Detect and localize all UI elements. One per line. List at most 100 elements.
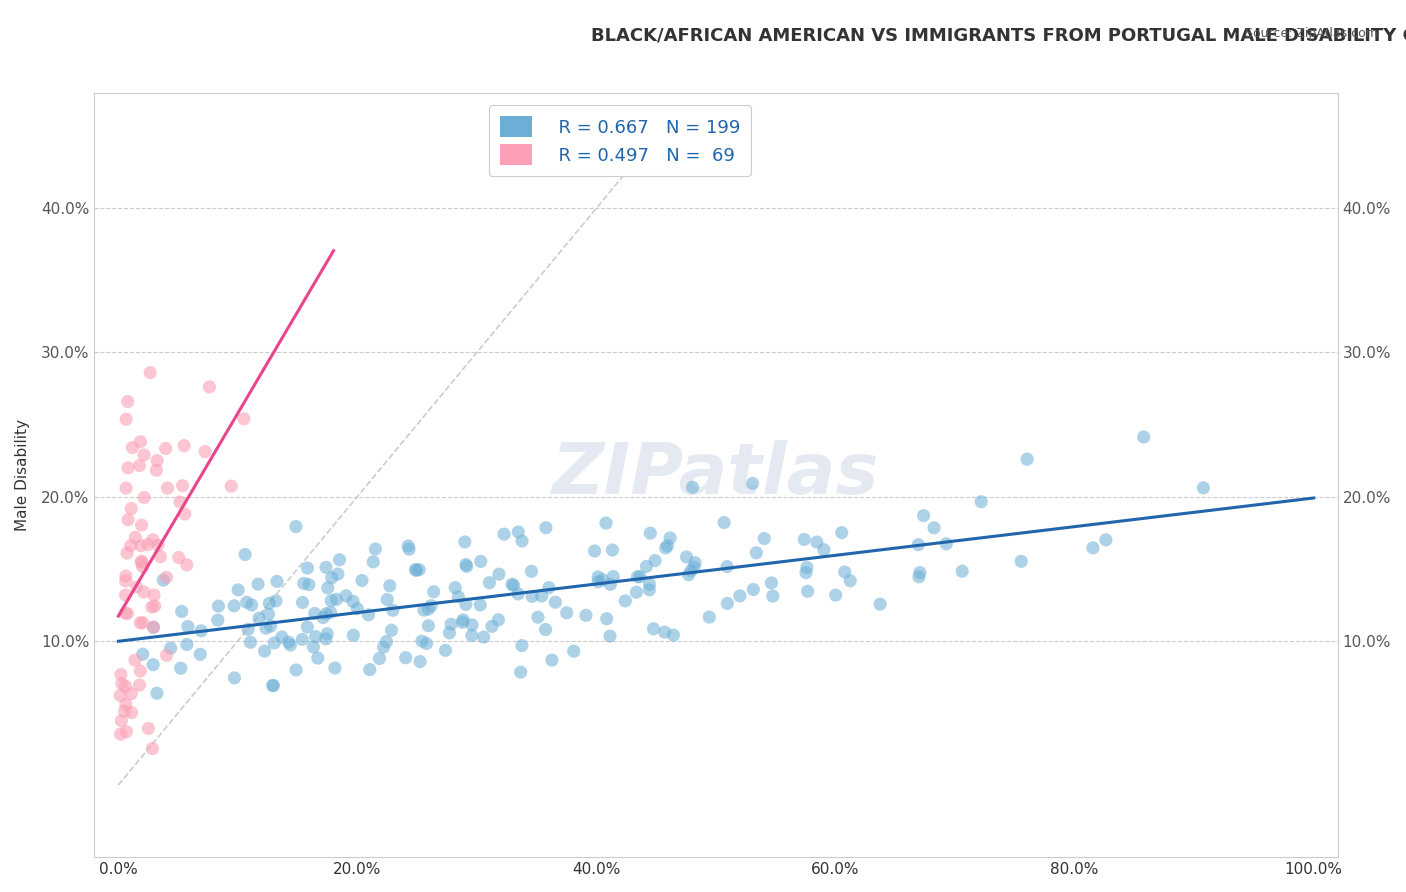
- Blacks/African Americans: [415, 636, 437, 650]
- Blacks/African Americans: [280, 638, 302, 652]
- Immigrants from Portugal: [110, 714, 132, 728]
- Blacks/African Americans: [321, 593, 343, 607]
- Blacks/African Americans: [628, 569, 651, 583]
- Blacks/African Americans: [1095, 533, 1118, 547]
- Blacks/African Americans: [472, 630, 495, 644]
- Blacks/African Americans: [626, 585, 648, 599]
- Blacks/African Americans: [510, 639, 533, 653]
- Immigrants from Portugal: [129, 615, 152, 630]
- Blacks/African Americans: [761, 576, 783, 591]
- Blacks/African Americans: [235, 595, 257, 609]
- Immigrants from Portugal: [117, 607, 139, 621]
- Blacks/African Americans: [409, 655, 432, 669]
- Blacks/African Americans: [614, 594, 637, 608]
- Blacks/African Americans: [586, 570, 609, 584]
- Blacks/African Americans: [478, 575, 501, 590]
- Blacks/African Americans: [247, 611, 270, 625]
- Blacks/African Americans: [506, 587, 529, 601]
- Blacks/African Americans: [411, 634, 433, 648]
- Blacks/African Americans: [741, 476, 763, 491]
- Immigrants from Portugal: [120, 687, 142, 701]
- Blacks/African Americans: [520, 564, 543, 578]
- Immigrants from Portugal: [132, 448, 155, 462]
- Blacks/African Americans: [636, 559, 658, 574]
- Immigrants from Portugal: [129, 539, 152, 553]
- Blacks/African Americans: [262, 678, 284, 692]
- Blacks/African Americans: [254, 621, 277, 635]
- Blacks/African Americans: [638, 582, 661, 597]
- Blacks/African Americans: [142, 657, 165, 672]
- Blacks/African Americans: [638, 577, 661, 591]
- Blacks/African Americans: [266, 574, 288, 589]
- Blacks/African Americans: [270, 630, 292, 644]
- Blacks/African Americans: [592, 573, 614, 587]
- Blacks/African Americans: [264, 594, 287, 608]
- Immigrants from Portugal: [115, 569, 138, 583]
- Blacks/African Americans: [555, 606, 578, 620]
- Blacks/African Americans: [444, 581, 467, 595]
- Blacks/African Americans: [662, 628, 685, 642]
- Blacks/African Americans: [361, 555, 384, 569]
- Blacks/African Americans: [541, 653, 564, 667]
- Immigrants from Portugal: [110, 689, 132, 703]
- Blacks/African Americans: [253, 644, 276, 658]
- Blacks/African Americans: [796, 560, 818, 574]
- Blacks/African Americans: [742, 582, 765, 597]
- Blacks/African Americans: [325, 592, 347, 607]
- Immigrants from Portugal: [111, 676, 134, 690]
- Blacks/African Americans: [447, 590, 470, 604]
- Immigrants from Portugal: [173, 439, 195, 453]
- Blacks/African Americans: [260, 619, 283, 633]
- Immigrants from Portugal: [155, 442, 177, 456]
- Blacks/African Americans: [378, 579, 401, 593]
- Blacks/African Americans: [522, 590, 544, 604]
- Immigrants from Portugal: [117, 394, 139, 409]
- Blacks/African Americans: [534, 521, 557, 535]
- Immigrants from Portugal: [115, 412, 138, 426]
- Blacks/African Americans: [418, 602, 440, 616]
- Immigrants from Portugal: [117, 460, 139, 475]
- Immigrants from Portugal: [136, 538, 159, 552]
- Blacks/African Americans: [350, 574, 373, 588]
- Blacks/African Americans: [595, 612, 617, 626]
- Immigrants from Portugal: [149, 549, 172, 564]
- Text: Source: ZipAtlas.com: Source: ZipAtlas.com: [1244, 27, 1378, 40]
- Blacks/African Americans: [643, 622, 665, 636]
- Blacks/African Americans: [950, 564, 973, 578]
- Immigrants from Portugal: [146, 453, 169, 467]
- Immigrants from Portugal: [155, 648, 177, 663]
- Blacks/African Americans: [638, 526, 661, 541]
- Blacks/African Americans: [626, 570, 648, 584]
- Blacks/African Americans: [509, 665, 531, 680]
- Blacks/African Americans: [970, 495, 993, 509]
- Blacks/African Americans: [226, 582, 249, 597]
- Blacks/African Americans: [908, 570, 931, 584]
- Immigrants from Portugal: [115, 724, 138, 739]
- Blacks/African Americans: [159, 641, 181, 656]
- Blacks/African Americans: [834, 565, 856, 579]
- Blacks/African Americans: [1010, 554, 1032, 568]
- Blacks/African Americans: [454, 558, 477, 572]
- Blacks/African Americans: [375, 592, 398, 607]
- Blacks/African Americans: [404, 562, 426, 576]
- Blacks/African Americans: [142, 620, 165, 634]
- Blacks/African Americans: [1081, 541, 1104, 555]
- Blacks/African Americans: [488, 567, 510, 582]
- Immigrants from Portugal: [142, 533, 165, 547]
- Blacks/African Americans: [534, 623, 557, 637]
- Blacks/African Americans: [831, 525, 853, 540]
- Blacks/African Americans: [794, 566, 817, 580]
- Blacks/African Americans: [683, 560, 706, 574]
- Immigrants from Portugal: [131, 554, 153, 568]
- Blacks/African Americans: [357, 607, 380, 622]
- Blacks/African Americans: [321, 571, 343, 585]
- Blacks/African Americans: [364, 541, 387, 556]
- Blacks/African Americans: [454, 535, 477, 549]
- Blacks/African Americans: [1132, 430, 1154, 444]
- Blacks/African Americans: [675, 549, 697, 564]
- Blacks/African Americans: [434, 643, 457, 657]
- Blacks/African Americans: [316, 626, 339, 640]
- Blacks/African Americans: [190, 624, 212, 638]
- Immigrants from Portugal: [129, 434, 152, 449]
- Immigrants from Portugal: [232, 412, 254, 426]
